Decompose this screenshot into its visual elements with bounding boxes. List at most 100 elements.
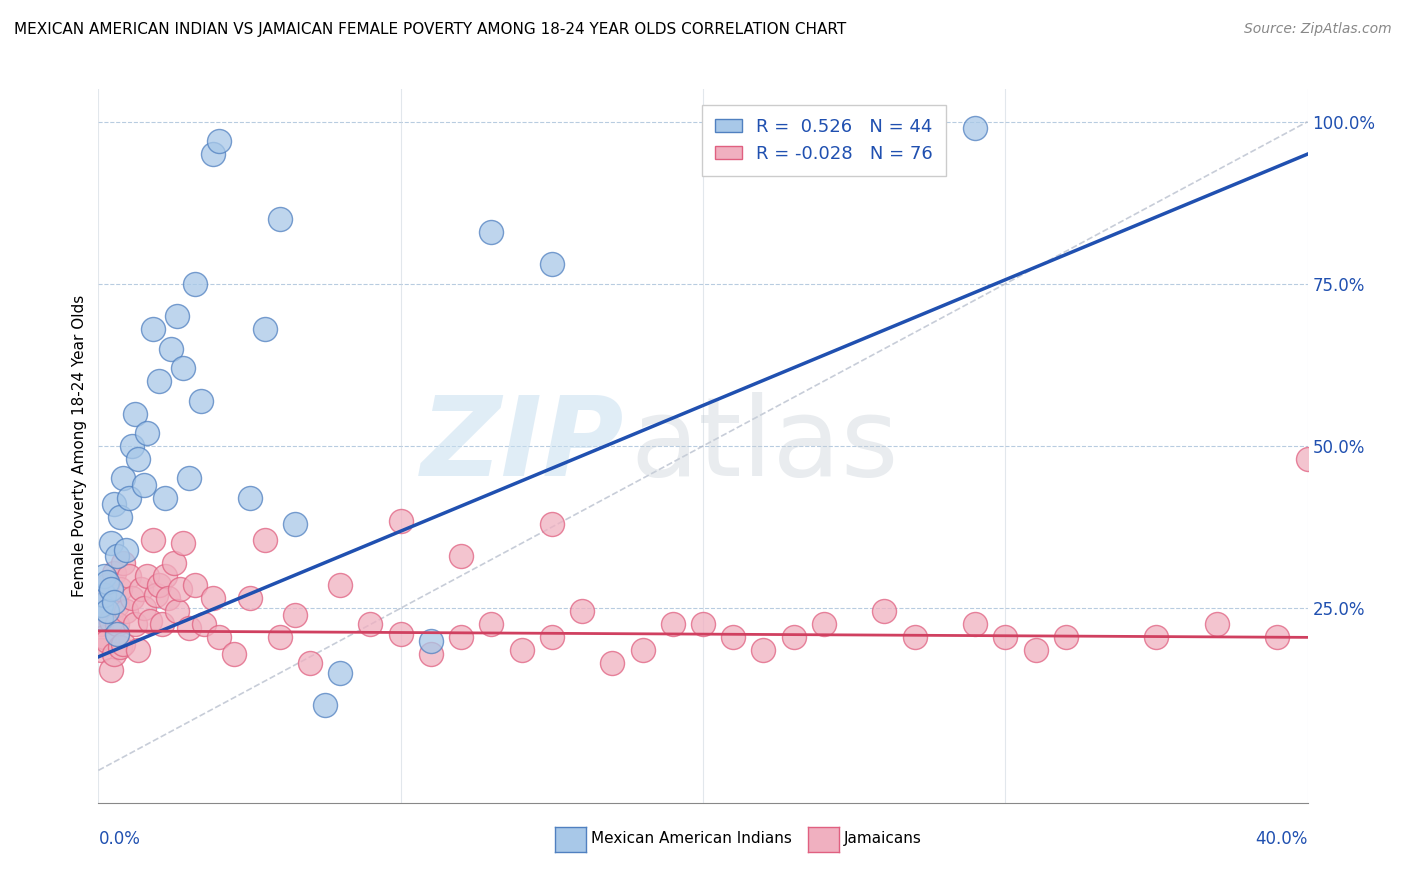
Point bbox=[1267, 631, 1289, 645]
Point bbox=[124, 617, 146, 632]
Point bbox=[93, 598, 115, 612]
Point bbox=[93, 588, 115, 602]
Point bbox=[111, 471, 134, 485]
Point bbox=[329, 666, 352, 681]
Point bbox=[90, 617, 112, 632]
Point bbox=[166, 310, 188, 324]
Point bbox=[172, 536, 194, 550]
Point bbox=[1024, 643, 1046, 657]
Point bbox=[360, 617, 382, 632]
Point bbox=[813, 114, 835, 128]
Point bbox=[965, 121, 987, 136]
Point bbox=[105, 617, 128, 632]
Point bbox=[239, 491, 262, 505]
Point bbox=[114, 604, 136, 618]
Text: MEXICAN AMERICAN INDIAN VS JAMAICAN FEMALE POVERTY AMONG 18-24 YEAR OLDS CORRELA: MEXICAN AMERICAN INDIAN VS JAMAICAN FEMA… bbox=[14, 22, 846, 37]
Point bbox=[450, 631, 472, 645]
Point bbox=[96, 575, 118, 590]
Point bbox=[108, 510, 131, 524]
Point bbox=[127, 643, 149, 657]
Point bbox=[127, 452, 149, 467]
Point bbox=[118, 568, 141, 582]
Point bbox=[299, 657, 322, 671]
Text: Mexican American Indians: Mexican American Indians bbox=[591, 831, 792, 846]
Point bbox=[202, 591, 225, 606]
Point bbox=[208, 631, 231, 645]
Point bbox=[163, 556, 186, 570]
Point bbox=[813, 617, 835, 632]
Point bbox=[145, 588, 167, 602]
Point bbox=[571, 604, 593, 618]
Point bbox=[148, 374, 170, 388]
Point bbox=[284, 607, 307, 622]
Point bbox=[208, 134, 231, 148]
Point bbox=[179, 621, 201, 635]
Point bbox=[103, 497, 125, 511]
Point bbox=[139, 614, 162, 628]
Point bbox=[284, 516, 307, 531]
Point bbox=[129, 582, 152, 596]
Point bbox=[269, 211, 291, 226]
Point bbox=[540, 631, 562, 645]
Point bbox=[118, 491, 141, 505]
Point bbox=[540, 516, 562, 531]
Point bbox=[1054, 631, 1077, 645]
Point bbox=[103, 595, 125, 609]
Point bbox=[105, 598, 128, 612]
Point bbox=[132, 601, 155, 615]
Point bbox=[105, 627, 128, 641]
Point bbox=[153, 568, 176, 582]
Point bbox=[114, 542, 136, 557]
Point bbox=[121, 439, 143, 453]
Point bbox=[752, 643, 775, 657]
Point bbox=[93, 631, 115, 645]
Point bbox=[631, 643, 654, 657]
Point bbox=[111, 556, 134, 570]
Point bbox=[389, 627, 412, 641]
Point bbox=[873, 604, 896, 618]
Point bbox=[169, 582, 191, 596]
Legend: R =  0.526   N = 44, R = -0.028   N = 76: R = 0.526 N = 44, R = -0.028 N = 76 bbox=[702, 105, 946, 176]
Point bbox=[150, 617, 173, 632]
Point bbox=[103, 566, 125, 580]
Point bbox=[100, 614, 122, 628]
Point bbox=[1144, 631, 1167, 645]
Point bbox=[965, 617, 987, 632]
Text: 40.0%: 40.0% bbox=[1256, 830, 1308, 847]
Point bbox=[662, 617, 685, 632]
Point bbox=[96, 633, 118, 648]
Point bbox=[602, 657, 624, 671]
Point bbox=[389, 514, 412, 528]
Point bbox=[450, 549, 472, 564]
Point bbox=[692, 617, 714, 632]
Point bbox=[269, 631, 291, 645]
Point bbox=[135, 425, 157, 440]
Text: Jamaicans: Jamaicans bbox=[844, 831, 921, 846]
Point bbox=[96, 604, 118, 618]
Point bbox=[723, 114, 745, 128]
Point bbox=[224, 647, 246, 661]
Point bbox=[96, 578, 118, 592]
Point bbox=[481, 225, 503, 239]
Point bbox=[124, 407, 146, 421]
Point bbox=[329, 578, 352, 592]
Point bbox=[90, 643, 112, 657]
Text: Source: ZipAtlas.com: Source: ZipAtlas.com bbox=[1244, 22, 1392, 37]
Point bbox=[132, 478, 155, 492]
Point bbox=[142, 322, 165, 336]
Point bbox=[100, 536, 122, 550]
Text: atlas: atlas bbox=[630, 392, 898, 500]
Point bbox=[481, 617, 503, 632]
Point bbox=[540, 257, 562, 271]
Point bbox=[90, 598, 112, 612]
Point bbox=[239, 591, 262, 606]
Point bbox=[994, 631, 1017, 645]
Text: ZIP: ZIP bbox=[420, 392, 624, 500]
Point bbox=[510, 643, 533, 657]
Point bbox=[148, 578, 170, 592]
Point bbox=[253, 322, 276, 336]
Point bbox=[103, 647, 125, 661]
Text: 0.0%: 0.0% bbox=[98, 830, 141, 847]
Point bbox=[184, 277, 207, 291]
Point bbox=[111, 637, 134, 651]
